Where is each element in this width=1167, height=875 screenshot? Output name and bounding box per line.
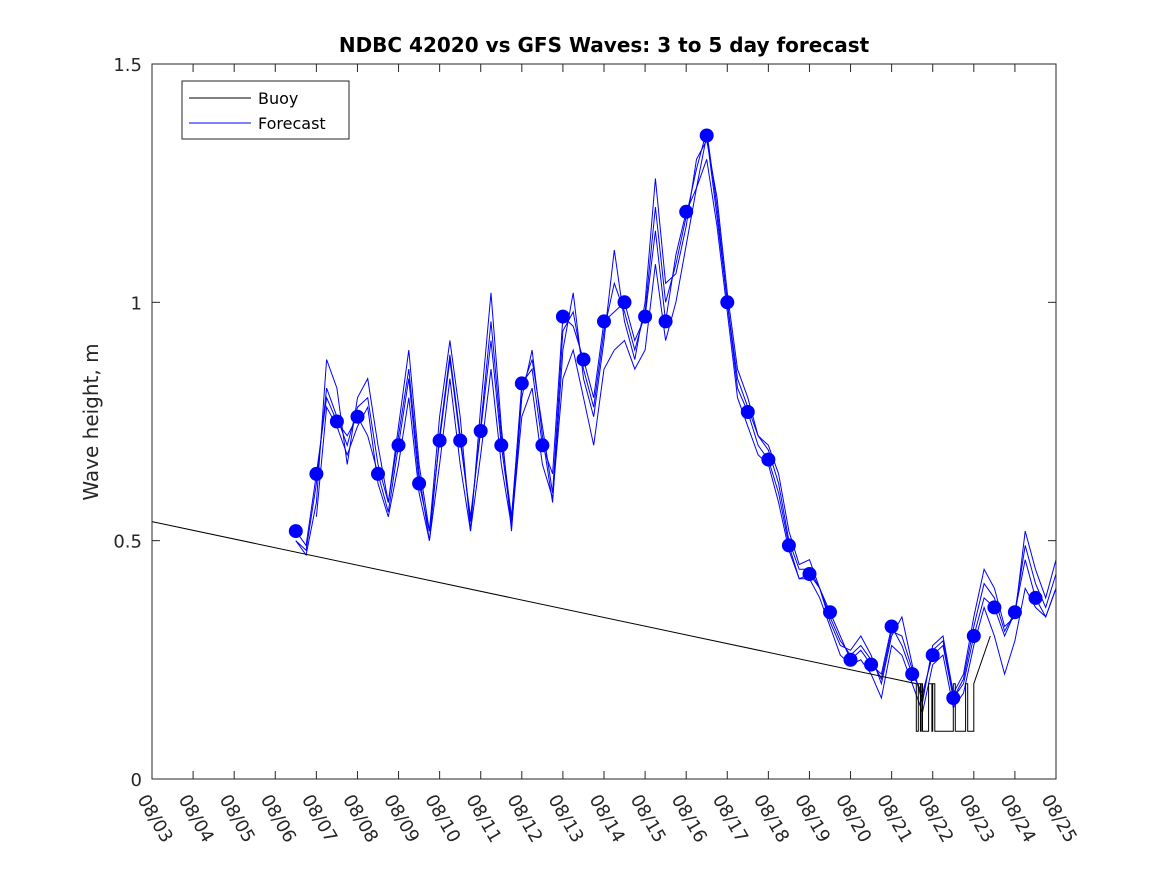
forecast-point xyxy=(966,629,981,643)
forecast-point xyxy=(638,309,653,324)
forecast-point xyxy=(329,414,344,429)
x-tick-label: 08/08 xyxy=(338,791,382,846)
forecast-point xyxy=(494,438,509,453)
forecast-point xyxy=(761,452,776,467)
forecast-point xyxy=(288,524,303,539)
forecast-point xyxy=(371,466,385,481)
forecast-point xyxy=(802,567,817,581)
x-tick-label: 08/23 xyxy=(954,791,998,846)
x-tick-label: 08/20 xyxy=(831,791,875,846)
ticks: 00.511.508/0308/0408/0508/0608/0708/0808… xyxy=(113,55,1080,846)
forecast-point xyxy=(864,657,879,672)
forecast-point xyxy=(884,619,899,634)
forecast-point xyxy=(843,652,858,667)
forecast-point xyxy=(658,314,673,329)
x-tick-label: 08/13 xyxy=(544,791,588,846)
x-tick-label: 08/16 xyxy=(667,791,711,846)
forecast-point xyxy=(391,438,406,453)
x-tick-label: 08/17 xyxy=(708,791,752,846)
forecast-point xyxy=(617,295,632,310)
x-tick-label: 08/09 xyxy=(379,791,423,846)
forecast-point xyxy=(699,128,714,143)
y-axis-label: Wave height, m xyxy=(79,343,103,500)
forecast-point xyxy=(823,605,837,620)
buoy-series-line xyxy=(151,521,991,732)
x-tick-label: 08/21 xyxy=(872,791,916,846)
x-tick-label: 08/05 xyxy=(215,791,259,846)
forecast-point xyxy=(781,538,796,553)
legend-forecast-label: Forecast xyxy=(258,114,326,133)
x-tick-label: 08/24 xyxy=(996,791,1040,846)
forecast-point xyxy=(412,476,427,491)
chart-title: NDBC 42020 vs GFS Waves: 3 to 5 day fore… xyxy=(339,33,870,57)
forecast-point xyxy=(1028,590,1043,605)
plot-area xyxy=(151,128,1057,732)
forecast-series-line-3 xyxy=(295,130,1057,700)
x-tick-label: 08/22 xyxy=(913,791,957,846)
forecast-point xyxy=(432,433,447,448)
x-tick-label: 08/10 xyxy=(420,791,464,846)
forecast-point xyxy=(555,309,570,324)
forecast-point xyxy=(905,667,920,682)
forecast-series-line-1 xyxy=(295,135,1057,700)
x-tick-label: 08/03 xyxy=(133,791,177,846)
x-tick-label: 08/19 xyxy=(790,791,834,846)
forecast-series-line-4 xyxy=(315,159,1057,715)
x-tick-label: 08/25 xyxy=(1037,791,1081,846)
x-tick-label: 08/07 xyxy=(297,791,341,846)
forecast-point xyxy=(473,424,488,438)
forecast-point xyxy=(987,600,1002,615)
forecast-point xyxy=(576,352,591,367)
forecast-point xyxy=(740,405,755,419)
legend-buoy-label: Buoy xyxy=(258,89,298,108)
forecast-point xyxy=(679,204,694,219)
x-tick-label: 08/06 xyxy=(256,791,300,846)
x-tick-label: 08/15 xyxy=(626,791,670,846)
forecast-point xyxy=(946,691,961,705)
y-tick-label: 0.5 xyxy=(113,532,142,553)
forecast-point xyxy=(514,376,529,391)
forecast-point xyxy=(535,438,550,453)
forecast-point xyxy=(453,433,468,448)
forecast-point xyxy=(925,648,940,663)
y-tick-label: 1.5 xyxy=(113,55,142,76)
x-tick-label: 08/11 xyxy=(461,791,505,846)
x-tick-label: 08/14 xyxy=(585,791,629,846)
x-tick-label: 08/12 xyxy=(502,791,546,846)
y-tick-label: 0 xyxy=(131,770,142,791)
forecast-point xyxy=(1007,605,1022,620)
forecast-series-line-2 xyxy=(295,138,1057,703)
y-tick-label: 1 xyxy=(131,293,142,314)
axes-box xyxy=(151,63,1057,780)
x-tick-label: 08/18 xyxy=(749,791,793,846)
x-tick-label: 08/04 xyxy=(174,791,218,846)
legend-box xyxy=(181,80,350,140)
forecast-point xyxy=(309,466,324,481)
forecast-point xyxy=(720,295,735,310)
forecast-point xyxy=(597,314,611,329)
forecast-point xyxy=(350,409,365,424)
legend: Buoy Forecast xyxy=(181,80,350,140)
